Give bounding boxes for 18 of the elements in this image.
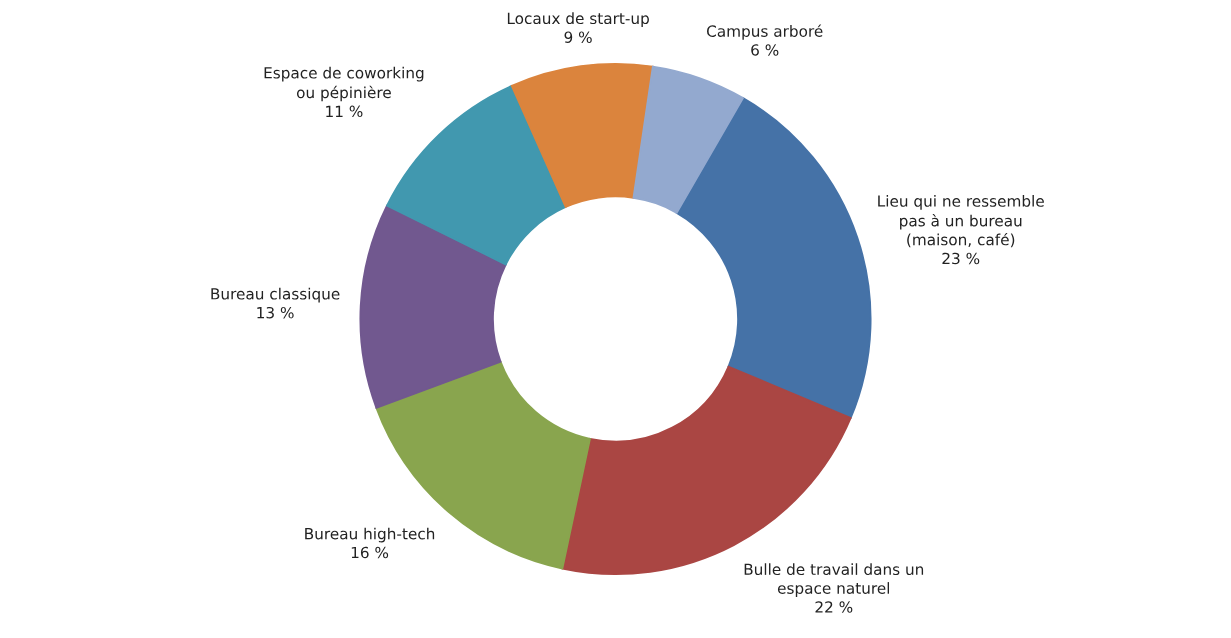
data-label: 22 % bbox=[815, 601, 853, 613]
slice-label: Espace de coworking ou pépinière bbox=[264, 66, 424, 102]
data-label: 23 % bbox=[942, 252, 980, 265]
slice-label: Lieu qui ne ressemble pas à un bureau (maison, café) bbox=[878, 195, 1044, 248]
slice-label: Bulle de travail dans un espace naturel bbox=[744, 563, 924, 597]
slice-label: Bureau high-tech bbox=[305, 527, 435, 543]
donut-slice bbox=[675, 97, 872, 419]
data-label: 16 % bbox=[351, 546, 389, 559]
data-label: 6 % bbox=[751, 44, 779, 56]
slice-label: Locaux de start-up bbox=[507, 12, 649, 28]
slice-label: Campus arboré bbox=[707, 24, 823, 40]
slice-label: Bureau classique bbox=[211, 287, 340, 303]
data-label: 9 % bbox=[564, 31, 592, 43]
data-label: 11 % bbox=[326, 105, 363, 118]
donut-slice bbox=[632, 65, 744, 214]
donut-slice bbox=[359, 204, 507, 409]
donut-slice bbox=[510, 62, 654, 208]
data-label: 13 % bbox=[257, 306, 294, 319]
